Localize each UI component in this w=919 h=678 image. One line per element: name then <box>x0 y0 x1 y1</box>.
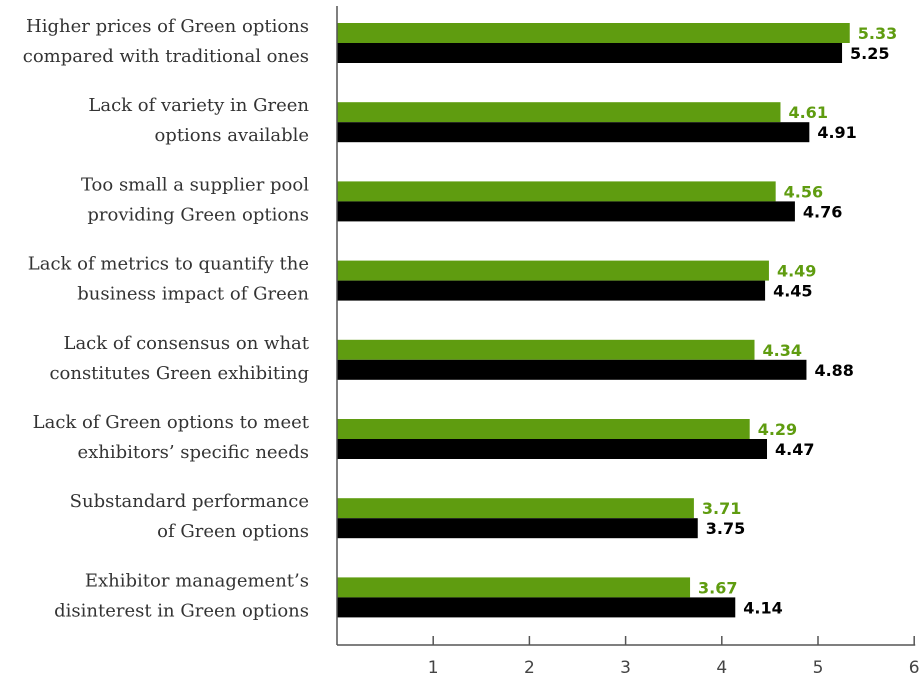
data-label-black-8: 4.14 <box>743 598 782 617</box>
category-label-7-line-2: of Green options <box>157 521 309 542</box>
bar-green-3 <box>337 181 776 202</box>
bar-green-1 <box>337 23 850 43</box>
category-label-5-line-1: Lack of consensus on what <box>63 333 309 354</box>
category-label-5-line-2: constitutes Green exhibiting <box>49 363 309 384</box>
category-label-6-line-2: exhibitors’ specific needs <box>77 442 309 463</box>
category-label-8-line-2: disinterest in Green options <box>54 600 309 621</box>
bar-green-5 <box>337 339 755 360</box>
x-tick-label-5: 5 <box>813 658 824 678</box>
data-label-black-5: 4.88 <box>814 361 853 380</box>
x-tick-label-6: 6 <box>909 658 919 678</box>
category-labels-layer: Higher prices of Green options compared w… <box>23 16 310 621</box>
data-label-black-2: 4.91 <box>817 123 856 142</box>
data-label-green-1: 5.33 <box>858 24 897 43</box>
data-label-green-8: 3.67 <box>698 578 737 597</box>
data-label-green-7: 3.71 <box>702 499 741 518</box>
category-label-6-line-1: Lack of Green options to meet <box>33 412 310 433</box>
data-label-black-1: 5.25 <box>850 44 889 63</box>
x-tick-label-3: 3 <box>620 658 631 678</box>
data-label-black-3: 4.76 <box>803 202 842 221</box>
category-label-2-line-2: options available <box>154 125 309 146</box>
bar-green-8 <box>337 577 691 598</box>
data-label-black-4: 4.45 <box>773 282 812 301</box>
category-label-1-line-2: compared with traditional ones <box>23 46 309 67</box>
category-label-2-line-1: Lack of variety in Green <box>88 95 309 116</box>
bar-green-7 <box>337 498 694 519</box>
bar-black-5 <box>337 359 807 380</box>
bar-black-7 <box>337 518 698 539</box>
bar-black-6 <box>337 439 768 459</box>
category-label-4-line-1: Lack of metrics to quantify the <box>28 254 309 275</box>
x-tick-label-1: 1 <box>428 658 439 678</box>
data-label-green-3: 4.56 <box>784 182 823 201</box>
x-tick-label-4: 4 <box>716 658 727 678</box>
bar-green-2 <box>337 102 781 123</box>
bar-black-4 <box>337 280 766 301</box>
axis-layer: 1 2 3 4 5 6 <box>336 6 919 678</box>
category-label-1-line-1: Higher prices of Green options <box>26 16 309 37</box>
data-label-green-4: 4.49 <box>777 262 816 281</box>
bar-black-8 <box>337 597 736 618</box>
bar-green-4 <box>337 260 769 281</box>
data-label-green-6: 4.29 <box>758 420 797 439</box>
bar-black-1 <box>337 43 843 63</box>
category-label-3-line-1: Too small a supplier pool <box>81 174 309 195</box>
category-label-7-line-1: Substandard performance <box>70 491 309 512</box>
x-tick-label-2: 2 <box>524 658 535 678</box>
category-label-4-line-2: business impact of Green <box>77 284 309 305</box>
bar-black-2 <box>337 122 810 143</box>
bar-black-3 <box>337 201 795 222</box>
data-label-black-6: 4.47 <box>775 440 814 459</box>
data-label-black-7: 3.75 <box>706 519 745 538</box>
data-label-green-2: 4.61 <box>788 103 827 122</box>
bar-green-6 <box>337 419 750 439</box>
category-label-3-line-2: providing Green options <box>87 204 309 225</box>
category-label-8-line-1: Exhibitor management’s <box>85 570 309 591</box>
bars-layer: 5.335.25 4.614.91 4.564.76 4.494.45 4.34 4.88… <box>337 23 897 618</box>
data-label-green-5: 4.34 <box>763 341 802 360</box>
